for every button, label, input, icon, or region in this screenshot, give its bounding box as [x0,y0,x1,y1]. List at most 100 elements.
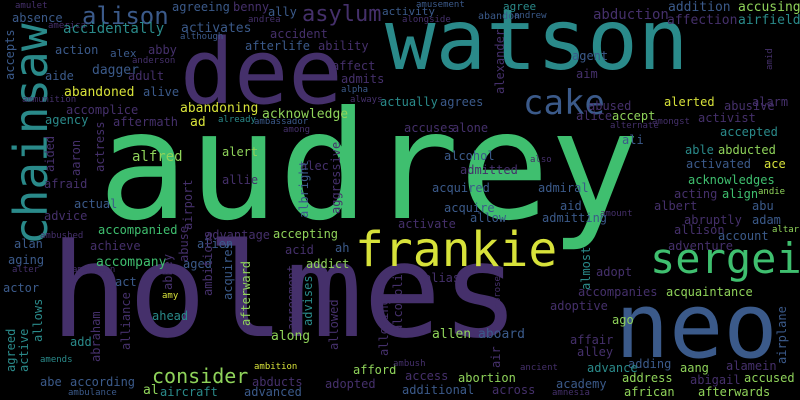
word-alliance: alliance [119,292,133,350]
word-aide: aide [45,69,74,83]
word-ah: ah [335,241,350,255]
word-abusive: abusive [724,99,775,113]
word-abuse: abuse [177,225,191,262]
word-adult: adult [128,69,165,83]
word-additional: additional [402,383,475,397]
word-ambushed: ambushed [40,231,84,241]
word-action: action [55,43,99,57]
word-accuses: accuses [404,121,455,135]
word-adoptive: adoptive [550,299,608,313]
word-acknowledges: acknowledges [688,173,775,187]
word-ace: ace [764,157,786,171]
word-affection: affection [667,13,738,28]
word-across: across [492,383,536,397]
word-activist: activist [698,111,756,125]
word-acquires: acquires [221,242,235,300]
word-acquire: acquire [444,201,495,215]
word-alive: alive [143,85,180,99]
word-ambulance: ambulance [68,388,117,398]
word-abducts: abducts [252,375,303,389]
word-agrees: agrees [440,95,484,109]
word-alfred: alfred [132,149,183,165]
word-airfield: airfield [738,13,800,28]
word-alter: alter [12,265,40,275]
word-alerted: alerted [664,95,715,109]
word-alec: alec [300,159,329,173]
word-allie: allie [222,173,259,187]
word-alley: alley [577,345,614,359]
word-ago: ago [612,313,634,327]
word-admiral: admiral [538,181,589,195]
word-agreed: agreed [4,328,18,372]
word-alamein: alamein [726,359,777,373]
word-able: able [685,143,714,157]
word-andrea: andrea [248,15,281,25]
word-allows: allows [31,298,45,342]
word-alternate: alternate [610,121,659,131]
word-among: among [283,125,311,135]
word-amulet: amulet [15,1,48,11]
word-alert: alert [222,145,259,159]
word-andrew: andrew [514,11,547,21]
word-american: american [72,265,116,275]
word-ad: ad [190,115,206,130]
word-ambition: ambition [254,362,298,372]
word-abducted: abducted [718,143,776,157]
word-alias: alias [424,271,461,285]
word-dee: dee [180,20,343,125]
word-afterwards: afterwards [698,385,771,399]
word-alcoholic: alcoholic [391,266,405,332]
word-aim: aim [576,67,598,81]
word-allowing: allowing [377,298,391,356]
word-ali: ali [622,133,644,147]
word-aided: aided [43,135,57,172]
word-advanced: advanced [244,385,302,399]
word-aang: aang [680,361,709,375]
word-abandon: abandon [478,11,521,22]
word-abandoning: abandoning [180,101,259,116]
word-activity: activity [382,5,435,18]
word-along: along [271,329,311,344]
word-airplane: airplane [775,306,789,364]
word-amends: amends [40,355,73,365]
word-acting: acting [674,187,718,201]
word-airport: airport [181,179,195,230]
word-accepting: accepting [273,227,339,241]
word-amnesia: amnesia [552,388,590,398]
word-advantage: advantage [205,228,271,242]
word-abu: abu [752,199,774,213]
word-amongst: amongst [652,117,690,127]
word-neo: neo [615,274,778,379]
word-anderson: anderson [132,56,176,66]
word-also: also [530,155,552,165]
word-although: although [180,32,224,42]
word-admits: admits [341,72,385,86]
word-acquired: acquired [432,181,490,195]
word-ambush: ambush [393,359,426,369]
word-albright: albright [297,160,311,218]
word-acknowledge: acknowledge [262,107,349,122]
word-affect: affect [332,59,376,73]
word-addict: addict [306,257,350,271]
word-aircraft: aircraft [160,385,218,399]
word-always: always [350,95,383,105]
word-abby: abby [148,43,177,57]
word-accidentally: accidentally [63,21,165,37]
word-aid: aid [560,199,582,213]
word-activates: activates [181,21,252,36]
word-allowed: allowed [327,299,341,350]
word-actor: actor [3,281,40,295]
word-accused: accused [744,371,795,385]
word-admitted: admitted [460,163,518,177]
word-asylum: asylum [302,2,382,27]
word-amid: amid [765,48,775,70]
word-alison: alison [82,2,169,30]
word-agreeing: agreeing [172,0,230,14]
word-ability: ability [318,39,369,53]
word-agency: agency [45,113,89,127]
word-adopt: adopt [596,265,633,279]
word-alan: alan [14,237,43,251]
word-afterward: afterward [239,260,253,326]
word-amusement: amusement [416,0,465,10]
word-al: al [143,383,159,398]
